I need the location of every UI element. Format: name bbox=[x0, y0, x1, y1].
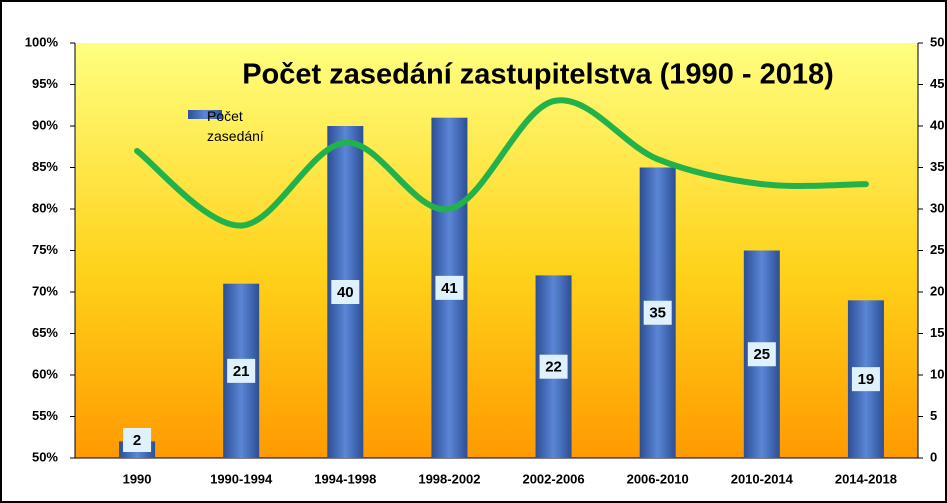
y-tick-label: 95% bbox=[32, 76, 58, 91]
data-label: 21 bbox=[233, 363, 250, 380]
y-tick-label: 75% bbox=[32, 242, 58, 257]
y2-tick-label: 45 bbox=[930, 76, 944, 91]
y2-tick-label: 5 bbox=[930, 408, 937, 423]
line bbox=[134, 97, 869, 229]
y-tick-label: 85% bbox=[32, 159, 58, 174]
data-label: 35 bbox=[649, 305, 666, 322]
y-tick-label: 65% bbox=[32, 325, 58, 340]
y-tick-label: 55% bbox=[32, 408, 58, 423]
data-label-box bbox=[643, 300, 672, 325]
y-tick-label: 50% bbox=[32, 449, 58, 464]
data-label: 41 bbox=[441, 280, 458, 297]
data-label: 25 bbox=[753, 346, 770, 363]
y2-tick-label: 35 bbox=[930, 159, 944, 174]
data-label: 22 bbox=[545, 359, 562, 376]
x-tick-label: 2006-2010 bbox=[627, 471, 689, 486]
data-label-box bbox=[747, 342, 776, 367]
x-tick-label: 1994-1998 bbox=[314, 471, 376, 486]
y2-tick-label: 25 bbox=[930, 242, 944, 257]
y2-tick-label: 40 bbox=[930, 117, 944, 132]
x-tick-label: 1990-1994 bbox=[210, 471, 273, 486]
data-label-box bbox=[123, 428, 152, 452]
y-tick-label: 80% bbox=[32, 200, 58, 215]
data-label-box bbox=[227, 358, 256, 383]
y2-tick-label: 30 bbox=[930, 200, 944, 215]
y2-tick-label: 15 bbox=[930, 325, 944, 340]
data-label-box bbox=[539, 354, 568, 379]
y2-tick-label: 10 bbox=[930, 366, 944, 381]
data-label-box bbox=[331, 280, 360, 304]
data-label: 2 bbox=[133, 432, 141, 449]
y-tick-label: 100% bbox=[25, 34, 59, 49]
y-tick-label: 70% bbox=[32, 283, 58, 298]
x-tick-label: 2002-2006 bbox=[522, 471, 584, 486]
y2-tick-label: 20 bbox=[930, 283, 944, 298]
chart-title: Počet zasedání zastupitelstva (1990 - 20… bbox=[242, 59, 834, 91]
data-label-box bbox=[851, 367, 880, 392]
x-tick-label: 2010-2014 bbox=[731, 471, 794, 486]
x-tick-label: 2014-2018 bbox=[835, 471, 897, 486]
data-label-box bbox=[435, 275, 464, 300]
y-tick-label: 60% bbox=[32, 366, 58, 381]
legend-swatch bbox=[188, 110, 222, 119]
legend-label: Počet zasedání bbox=[207, 108, 264, 144]
y2-tick-label: 50 bbox=[930, 34, 944, 49]
data-label: 40 bbox=[337, 284, 354, 301]
data-label: 19 bbox=[858, 371, 875, 388]
y2-tick-label: 0 bbox=[930, 449, 937, 464]
y-tick-label: 90% bbox=[32, 117, 58, 132]
x-tick-label: 1998-2002 bbox=[418, 471, 480, 486]
x-tick-label: 1990 bbox=[123, 471, 152, 486]
plot-area bbox=[75, 43, 918, 458]
